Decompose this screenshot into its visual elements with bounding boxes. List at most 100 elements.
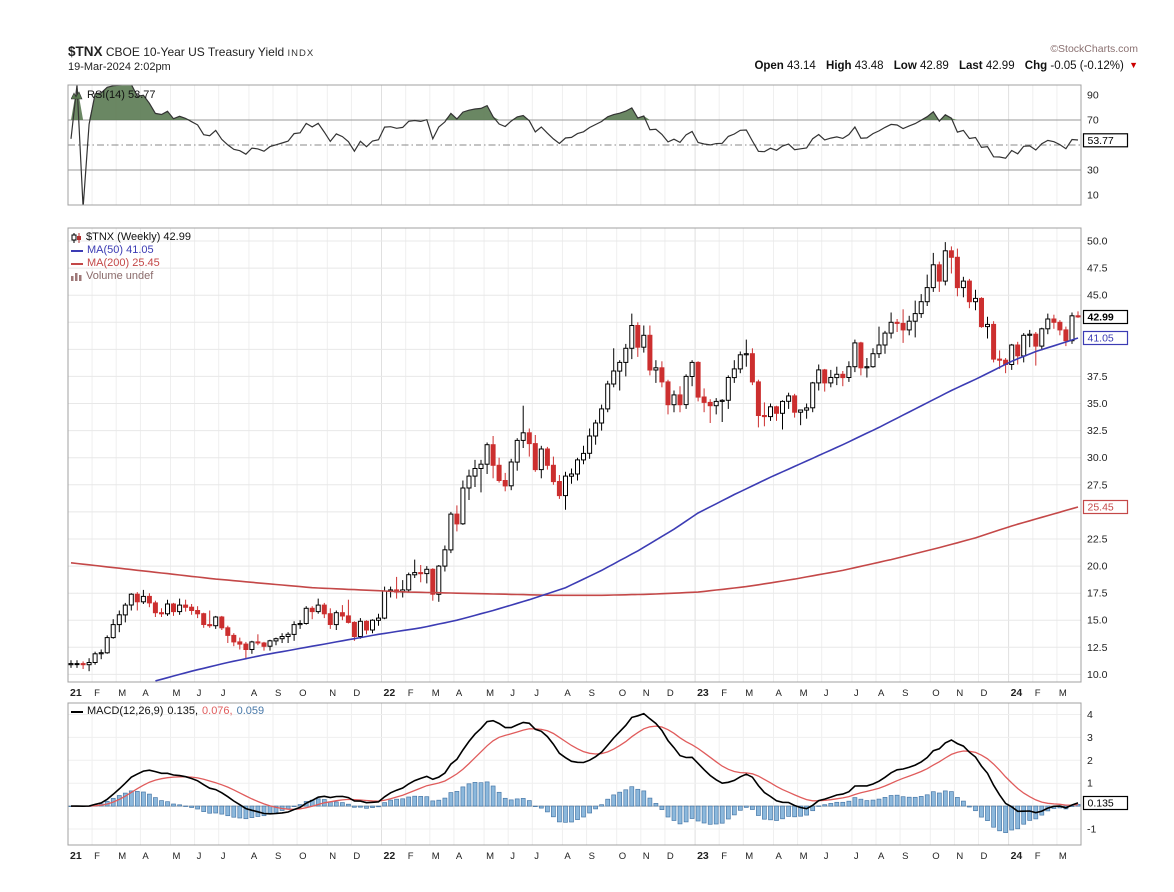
svg-text:F: F <box>1035 851 1041 862</box>
svg-text:S: S <box>589 688 595 699</box>
svg-text:N: N <box>329 851 336 862</box>
svg-text:F: F <box>1035 688 1041 699</box>
svg-text:M: M <box>432 688 440 699</box>
svg-text:O: O <box>299 851 306 862</box>
svg-text:20.0: 20.0 <box>1087 561 1108 573</box>
svg-text:3: 3 <box>1087 732 1093 744</box>
svg-text:A: A <box>776 851 783 862</box>
svg-text:N: N <box>643 688 650 699</box>
svg-text:O: O <box>299 688 306 699</box>
svg-text:J: J <box>824 688 829 699</box>
svg-text:4: 4 <box>1087 709 1093 721</box>
svg-text:53.77: 53.77 <box>1088 135 1114 147</box>
ma200-legend: MA(200) 25.45 <box>71 257 160 270</box>
stockcharts-link[interactable]: ©StockCharts.com <box>1050 43 1138 55</box>
chg-value: -0.05 (-0.12%) <box>1050 60 1124 72</box>
symbol-name: CBOE 10-Year US Treasury Yield <box>105 45 285 59</box>
svg-text:F: F <box>721 688 727 699</box>
svg-text:A: A <box>251 851 258 862</box>
svg-text:22.5: 22.5 <box>1087 534 1108 546</box>
svg-text:A: A <box>456 851 463 862</box>
svg-text:J: J <box>854 688 859 699</box>
svg-text:J: J <box>510 851 515 862</box>
high-label: High <box>826 60 852 72</box>
svg-text:N: N <box>956 851 963 862</box>
svg-text:41.05: 41.05 <box>1088 333 1114 345</box>
volume-bars-icon <box>71 273 82 281</box>
svg-text:S: S <box>275 688 281 699</box>
svg-text:23: 23 <box>697 687 709 699</box>
volume-legend-label: Volume undef <box>86 270 154 282</box>
macd-value: 0.135, <box>167 705 199 717</box>
svg-text:N: N <box>643 851 650 862</box>
svg-text:J: J <box>221 688 226 699</box>
svg-text:A: A <box>456 688 463 699</box>
svg-text:D: D <box>353 688 360 699</box>
svg-text:J: J <box>221 851 226 862</box>
svg-text:D: D <box>667 851 674 862</box>
macd-legend: MACD(12,26,9) 0.135, 0.076, 0.059 <box>71 705 264 718</box>
svg-text:F: F <box>94 688 100 699</box>
svg-text:M: M <box>118 851 126 862</box>
chg-label: Chg <box>1024 60 1048 72</box>
svg-text:M: M <box>173 688 181 699</box>
svg-text:A: A <box>142 851 149 862</box>
svg-text:30: 30 <box>1087 165 1099 177</box>
svg-text:-1: -1 <box>1087 824 1096 836</box>
svg-text:37.5: 37.5 <box>1087 371 1108 383</box>
svg-text:1: 1 <box>1087 778 1093 790</box>
svg-text:12.5: 12.5 <box>1087 642 1108 654</box>
svg-text:A: A <box>776 688 783 699</box>
svg-text:10.0: 10.0 <box>1087 669 1108 681</box>
chart-datetime: 19-Mar-2024 2:02pm <box>68 61 171 73</box>
svg-text:32.5: 32.5 <box>1087 425 1108 437</box>
chart-title: $TNX CBOE 10-Year US Treasury Yield INDX <box>68 44 314 59</box>
svg-text:M: M <box>432 851 440 862</box>
svg-text:35.0: 35.0 <box>1087 398 1108 410</box>
price-legend: $TNX (Weekly) 42.99 <box>71 231 191 244</box>
svg-text:22: 22 <box>384 850 396 862</box>
svg-text:J: J <box>197 851 202 862</box>
svg-text:M: M <box>745 851 753 862</box>
svg-text:2: 2 <box>1087 755 1093 767</box>
svg-text:21: 21 <box>70 687 82 699</box>
ma50-line-icon <box>71 249 83 252</box>
macd-hist-value: 0.059 <box>236 705 265 717</box>
svg-text:F: F <box>408 688 414 699</box>
exchange-label: INDX <box>287 48 315 59</box>
svg-text:O: O <box>932 688 939 699</box>
svg-text:70: 70 <box>1087 115 1099 127</box>
macd-line-icon <box>71 710 83 713</box>
open-label: Open <box>754 60 784 72</box>
svg-text:J: J <box>534 688 539 699</box>
svg-text:M: M <box>486 851 494 862</box>
svg-text:M: M <box>173 851 181 862</box>
svg-text:S: S <box>902 688 908 699</box>
svg-text:15.0: 15.0 <box>1087 615 1108 627</box>
svg-text:90: 90 <box>1087 90 1099 102</box>
low-value: 42.89 <box>919 60 949 72</box>
svg-text:S: S <box>589 851 595 862</box>
svg-text:A: A <box>251 688 258 699</box>
svg-text:24: 24 <box>1011 850 1023 862</box>
svg-text:M: M <box>800 851 808 862</box>
svg-text:10: 10 <box>1087 190 1099 202</box>
svg-text:D: D <box>981 851 988 862</box>
rsi-legend-label: RSI(14) 53.77 <box>87 89 156 101</box>
svg-text:A: A <box>142 688 149 699</box>
svg-text:17.5: 17.5 <box>1087 588 1108 600</box>
svg-text:24: 24 <box>1011 687 1023 699</box>
ma200-line-icon <box>71 262 83 265</box>
high-value: 43.48 <box>854 60 884 72</box>
svg-text:22: 22 <box>384 687 396 699</box>
svg-text:M: M <box>486 688 494 699</box>
svg-text:0.135: 0.135 <box>1088 798 1114 810</box>
svg-text:O: O <box>932 851 939 862</box>
svg-text:D: D <box>667 688 674 699</box>
ma200-legend-label: MA(200) 25.45 <box>87 257 160 269</box>
svg-text:27.5: 27.5 <box>1087 479 1108 491</box>
svg-text:J: J <box>510 688 515 699</box>
svg-text:42.99: 42.99 <box>1088 312 1114 324</box>
